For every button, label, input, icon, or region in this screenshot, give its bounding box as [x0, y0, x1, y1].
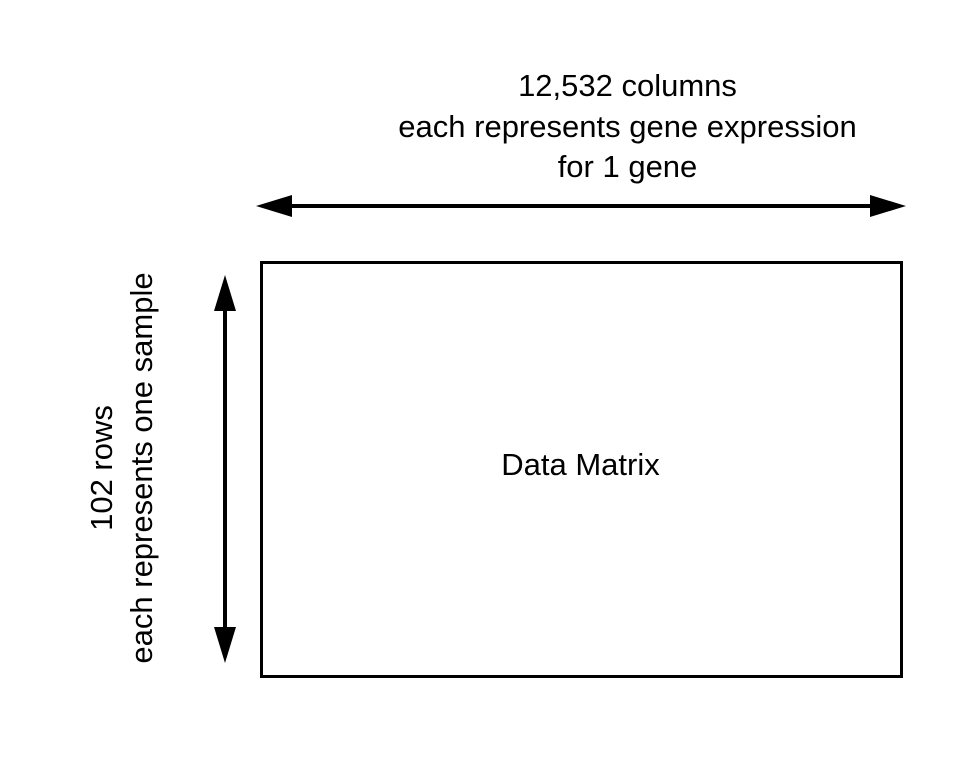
- arrow-head-right: [870, 195, 906, 217]
- horizontal-double-arrow: [256, 195, 906, 217]
- arrow-head-down: [214, 627, 236, 663]
- data-matrix-box: Data Matrix: [260, 261, 903, 678]
- data-matrix-label: Data Matrix: [501, 446, 660, 482]
- arrow-head-left: [256, 195, 292, 217]
- arrow-head-up: [214, 275, 236, 311]
- columns-label: 12,532 columns each represents gene expr…: [380, 66, 875, 188]
- rows-label: 102 rows each represents one sample: [82, 248, 162, 688]
- vertical-double-arrow: [214, 275, 236, 663]
- columns-description-text: each represents gene expression: [398, 108, 857, 144]
- rows-description-text: each represents one sample: [124, 272, 159, 664]
- columns-count-text: 12,532 columns: [518, 68, 737, 103]
- columns-description-text-2: for 1 gene: [557, 149, 698, 184]
- rows-count-text: 102 rows: [84, 405, 119, 531]
